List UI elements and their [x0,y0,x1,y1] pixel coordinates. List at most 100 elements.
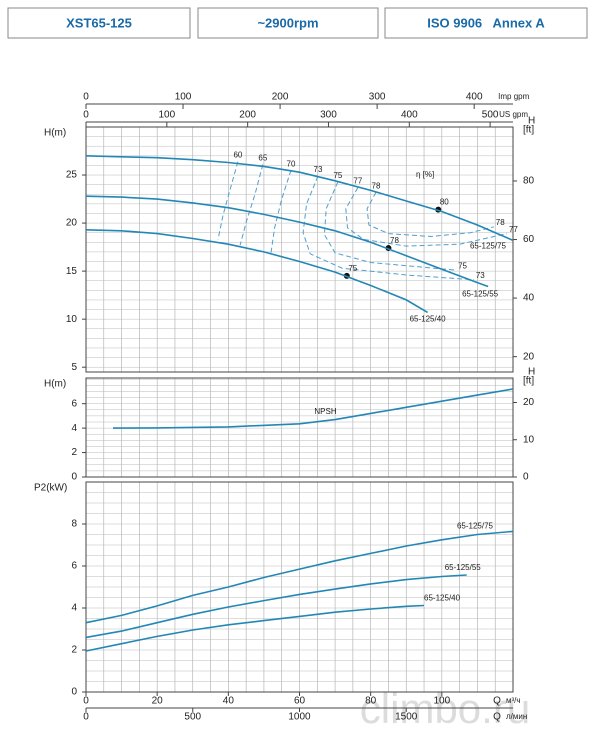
y-tick-label: 10 [66,314,78,325]
y2-axis-label: [ft] [523,125,534,136]
x-axis-unit: м³/ч [506,696,521,705]
y2-tick-label: 0 [523,472,529,483]
efficiency-label: 75 [333,171,342,180]
x2-tick-label: 400 [401,110,418,121]
y2-tick-label: 20 [523,397,535,408]
header-box [384,7,588,39]
plot-frame [85,126,514,373]
watermark: climbo.ru [360,685,530,732]
curve [85,229,429,314]
curve-label: NPSH [314,407,336,416]
x3-tick-label: 1500 [395,712,418,723]
y-tick-label: 6 [71,561,77,572]
x2-axis-label: Imp gpm [498,92,529,101]
x-axis-label: Q [493,696,501,707]
efficiency-label: 78 [372,181,381,190]
bep-label: 80 [440,198,449,207]
curve-label: 65-125/75 [457,521,494,530]
y-axis-label: H(m) [44,128,66,139]
efficiency-label: 70 [287,159,296,168]
efficiency-label: 73 [476,271,485,280]
x2-axis-label: US gpm [499,110,528,119]
x2-tick-label: 200 [272,92,289,103]
standard: ISO 9906 Annex A [427,15,545,30]
y-tick-label: 5 [71,362,77,373]
efficiency-label: 77 [509,225,518,234]
y-tick-label: 0 [71,472,77,483]
x-tick-label: 40 [223,696,235,707]
y-tick-label: 4 [71,423,77,434]
x3-tick-label: 500 [184,712,201,723]
efficiency-title: η [%] [416,170,434,179]
y-tick-label: 2 [71,447,77,458]
x3-tick-label: 1000 [288,712,311,723]
efficiency-line [217,161,239,240]
efficiency-line [239,164,264,246]
x2-tick-label: 400 [466,92,483,103]
y-tick-label: 8 [71,519,77,530]
speed: ~2900rpm [257,15,318,30]
x2-tick-label: 100 [175,92,192,103]
efficiency-label: 75 [458,261,467,270]
y2-axis-title: H [528,116,535,127]
efficiency-line [270,170,292,253]
model: XST65-125 [66,15,132,30]
efficiency-line [323,181,457,271]
y2-tick-label: 60 [523,234,535,245]
curve [85,604,425,652]
x-tick-label: 20 [152,696,164,707]
x-tick-label: 60 [294,696,306,707]
x2-tick-label: 500 [482,110,499,121]
x-tick-label: 100 [433,696,450,707]
curve-label: 65-125/55 [462,290,499,299]
y2-tick-label: 10 [523,434,535,445]
curve [85,155,514,242]
curve [85,530,514,624]
y2-tick-label: 40 [523,293,535,304]
y-tick-label: 15 [66,266,78,277]
x2-tick-label: 300 [320,110,337,121]
y-tick-label: 2 [71,645,77,656]
plot-frame [85,377,514,478]
curve [85,574,467,639]
x2-tick-label: 0 [83,92,89,103]
curve-label: 65-125/40 [410,315,447,324]
curve-label: 65-125/75 [470,241,507,250]
curve [112,388,514,429]
y-tick-label: 20 [66,218,78,229]
y2-axis-title: H [528,367,535,378]
y2-tick-label: 20 [523,351,535,362]
bep-label: 78 [390,236,399,245]
y2-tick-label: 80 [523,176,535,187]
efficiency-line [345,187,508,247]
x-tick-label: 80 [365,696,377,707]
x2-tick-label: 200 [239,110,256,121]
efficiency-label: 73 [314,165,323,174]
efficiency-label: 65 [258,154,267,163]
header-box [7,7,191,39]
y-axis-label: P2(kW) [34,483,67,494]
x3-axis-unit: л/мин [506,712,527,721]
x2-tick-label: 300 [369,92,386,103]
efficiency-line [302,175,474,281]
y-tick-label: 6 [71,398,77,409]
bep-label: 75 [348,264,357,273]
x3-tick-label: 0 [83,712,89,723]
x2-tick-label: 0 [83,110,89,121]
y-axis-label: H(m) [44,379,66,390]
curve [85,195,489,288]
y-tick-label: 25 [66,170,78,181]
header-box [197,7,379,39]
x2-tick-label: 100 [158,110,175,121]
x3-axis-label: Q [493,712,501,723]
curve-label: 65-125/40 [424,594,461,603]
x-tick-label: 0 [83,696,89,707]
y-tick-label: 4 [71,603,77,614]
efficiency-label: 60 [233,151,242,160]
y2-axis-label: [ft] [523,376,534,387]
efficiency-label: 78 [496,218,505,227]
efficiency-label: 77 [353,177,362,186]
y-tick-label: 0 [71,687,77,698]
curve-label: 65-125/55 [445,563,482,572]
